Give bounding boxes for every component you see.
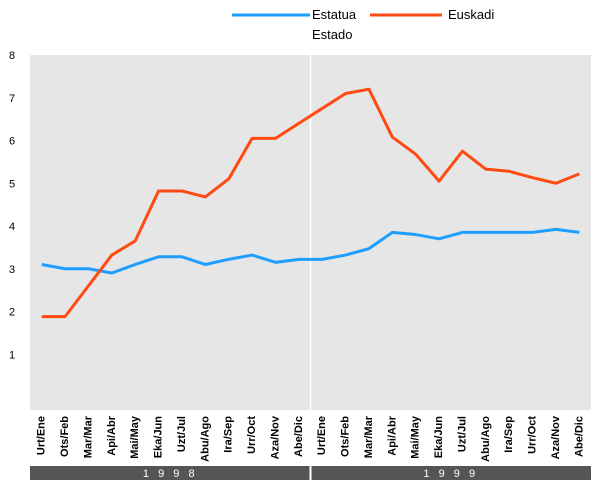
y-tick-label: 7: [9, 93, 15, 105]
y-tick-label: 5: [9, 178, 15, 190]
x-tick-label: Mar/Mar: [82, 415, 94, 458]
x-tick-label: Mai/May: [129, 415, 141, 459]
y-tick-label: 6: [9, 136, 15, 148]
x-tick-label: Uzt/Jul: [176, 416, 188, 452]
x-tick-label: Eka/Jun: [153, 416, 165, 458]
y-tick-label: 4: [9, 221, 15, 233]
x-tick-label: Uzt/Jul: [456, 416, 468, 452]
x-tick-label: Ira/Sep: [223, 416, 235, 453]
x-tick-label: Ots/Feb: [59, 416, 71, 457]
x-tick-label: Aza/Nov: [269, 415, 281, 459]
x-tick-label: Eka/Jun: [433, 416, 445, 458]
x-tick-label: Urr/Oct: [527, 416, 539, 454]
series-line: [41, 87, 580, 319]
x-tick-label: Urr/Oct: [246, 416, 258, 454]
legend-label: Estatua Estado: [312, 7, 357, 42]
x-tick-label: Ira/Sep: [503, 416, 515, 453]
x-tick-label: Abu/Ago: [199, 416, 211, 462]
legend-label: Euskadi: [448, 7, 495, 22]
year-band: [311, 466, 591, 480]
year-label: 1 9 9 9: [423, 468, 478, 480]
x-tick-label: Mar/Mar: [363, 415, 375, 458]
year-label: 1 9 9 8: [143, 468, 198, 480]
x-tick-label: Abu/Ago: [480, 416, 492, 462]
year-band: [30, 466, 310, 480]
x-tick-label: Mai/May: [410, 415, 422, 459]
x-tick-label: Ots/Feb: [340, 416, 352, 457]
y-tick-label: 3: [9, 264, 15, 276]
y-tick-label: 8: [9, 50, 15, 62]
x-tick-label: Abe/Dic: [573, 416, 585, 457]
x-tick-label: Aza/Nov: [550, 415, 562, 459]
series-line: [41, 227, 580, 275]
x-tick-label: Api/Abr: [386, 415, 398, 455]
x-tick-label: Api/Abr: [106, 415, 118, 455]
y-tick-label: 1: [9, 349, 15, 361]
x-tick-label: Abe/Dic: [293, 416, 305, 457]
x-tick-label: Urt/Ene: [36, 416, 48, 455]
x-tick-label: Urt/Ene: [316, 416, 328, 455]
y-tick-label: 2: [9, 307, 15, 319]
